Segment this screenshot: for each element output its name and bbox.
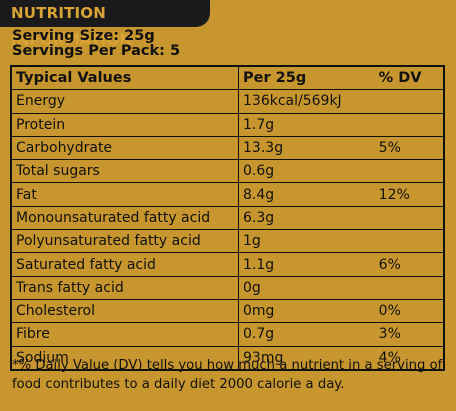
nutrient-name: Sodium: [11, 346, 240, 371]
nutrient-amount: 6.3g: [238, 206, 357, 231]
nutrient-name: Energy: [11, 89, 240, 114]
nutrient-daily-value: [356, 229, 444, 254]
nutrient-amount: 1.7g: [238, 113, 357, 137]
nutrient-amount: 1g: [238, 229, 357, 254]
nutrient-daily-value: [356, 206, 444, 231]
nutrient-daily-value: [356, 159, 444, 184]
nutrient-name: Polyunsaturated fatty acid: [11, 229, 240, 254]
nutrient-name: Total sugars: [11, 159, 240, 184]
nutrient-daily-value: [356, 276, 444, 300]
table-row: Saturated fatty acid 1.1g 6%: [11, 252, 444, 277]
table-header-row: Typical Values Per 25g % DV: [11, 66, 444, 91]
table-row: Polyunsaturated fatty acid 1g: [11, 229, 444, 254]
nutrient-name: Carbohydrate: [11, 136, 240, 161]
column-header-typical-values: Typical Values: [11, 66, 240, 91]
nutrient-name: Saturated fatty acid: [11, 252, 240, 277]
serving-info: Serving Size: 25g Servings Per Pack: 5: [12, 29, 180, 59]
nutrient-daily-value: [356, 113, 444, 137]
nutrient-name: Monounsaturated fatty acid: [11, 206, 240, 231]
nutrient-amount: 93mg: [238, 346, 357, 371]
nutrient-amount: 0g: [238, 276, 357, 300]
table-row: Carbohydrate 13.3g 5%: [11, 136, 444, 161]
table-row: Sodium 93mg 4%: [11, 346, 444, 371]
nutrient-amount: 1.1g: [238, 252, 357, 277]
nutrient-amount: 136kcal/569kJ: [238, 89, 357, 114]
nutrient-daily-value: 0%: [356, 299, 444, 324]
nutrient-daily-value: [356, 89, 444, 114]
nutrient-amount: 13.3g: [238, 136, 357, 161]
nutrient-daily-value: 6%: [356, 252, 444, 277]
table-row: Fibre 0.7g 3%: [11, 322, 444, 347]
nutrient-daily-value: 4%: [356, 346, 444, 371]
table-row: Total sugars 0.6g: [11, 159, 444, 184]
nutrient-name: Fat: [11, 182, 240, 207]
nutrient-daily-value: 12%: [356, 182, 444, 207]
serving-size: Serving Size: 25g: [12, 28, 155, 44]
nutrient-daily-value: 3%: [356, 322, 444, 347]
nutrient-daily-value: 5%: [356, 136, 444, 161]
table-row: Protein 1.7g: [11, 113, 444, 137]
servings-per-pack: Servings Per Pack: 5: [12, 43, 181, 59]
column-header-per-serving: Per 25g: [238, 66, 357, 91]
nutrient-name: Fibre: [11, 322, 240, 347]
nutrient-amount: 0.7g: [238, 322, 357, 347]
daily-value-footnote: *% Daily Value (DV) tells you how much a…: [12, 358, 443, 392]
column-header-daily-value: % DV: [356, 66, 444, 91]
nutrient-name: Trans fatty acid: [11, 276, 240, 300]
nutrient-amount: 0.6g: [238, 159, 357, 184]
table-row: Energy 136kcal/569kJ: [11, 89, 444, 114]
nutrient-amount: 0mg: [238, 299, 357, 324]
label-title: NUTRITION INFORMATION: [0, 0, 210, 49]
table-row: Monounsaturated fatty acid 6.3g: [11, 206, 444, 231]
table-row: Fat 8.4g 12%: [11, 182, 444, 207]
nutrient-name: Protein: [11, 113, 240, 137]
table-row: Cholesterol 0mg 0%: [11, 299, 444, 324]
table-row: Trans fatty acid 0g: [11, 276, 444, 300]
nutrient-amount: 8.4g: [238, 182, 357, 207]
nutrition-rows: Energy 136kcal/569kJ Protein 1.7g Carbohydra…: [11, 89, 444, 371]
nutrition-table: Typical Values Per 25g % DV Energy 136kca…: [10, 65, 445, 371]
nutrient-name: Cholesterol: [11, 299, 240, 324]
